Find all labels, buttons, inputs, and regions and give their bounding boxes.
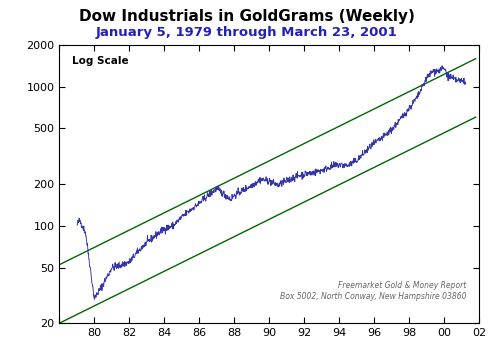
- Text: Freemarket Gold & Money Report
Box 5002, North Conway, New Hampshire 03860: Freemarket Gold & Money Report Box 5002,…: [280, 281, 466, 301]
- Text: January 5, 1979 through March 23, 2001: January 5, 1979 through March 23, 2001: [96, 26, 398, 39]
- Text: Dow Industrials in GoldGrams (Weekly): Dow Industrials in GoldGrams (Weekly): [79, 9, 415, 24]
- Text: Log Scale: Log Scale: [72, 56, 128, 66]
